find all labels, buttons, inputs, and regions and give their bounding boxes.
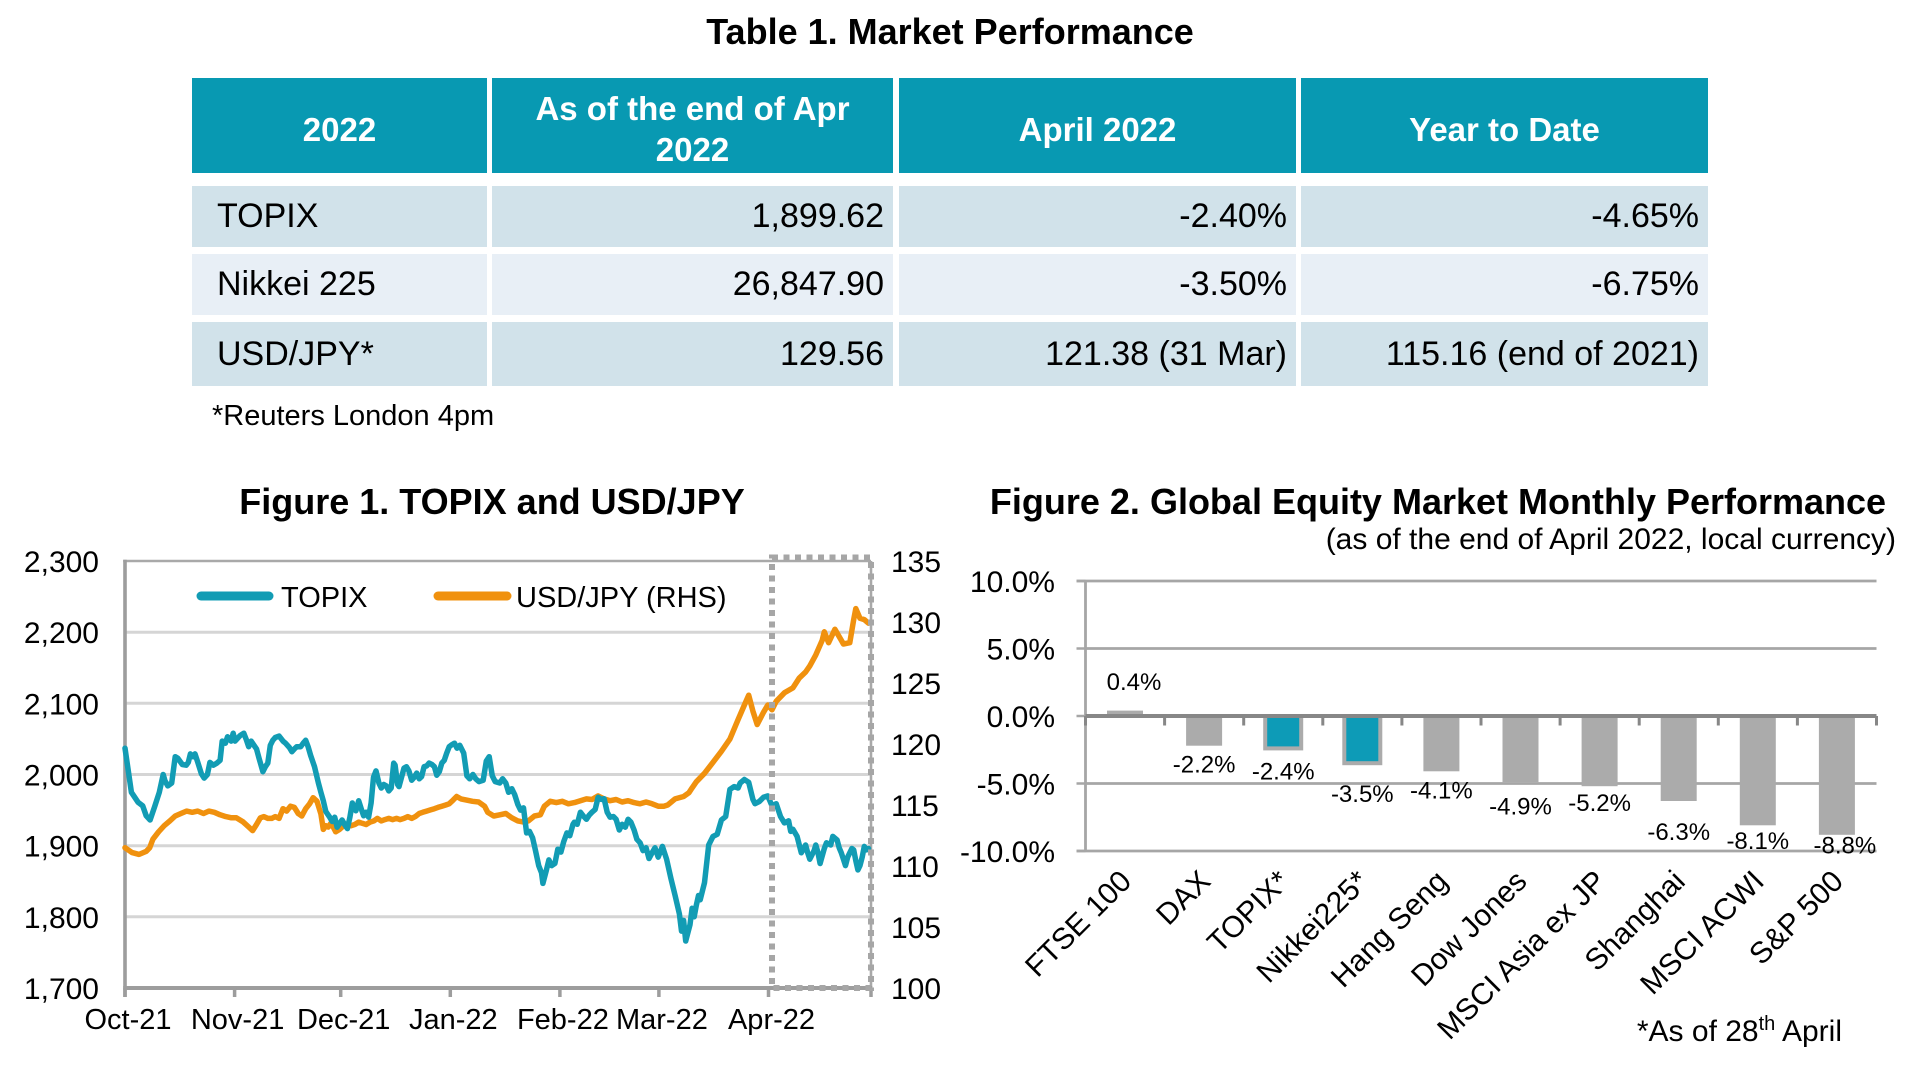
svg-text:1,800: 1,800 <box>24 902 99 935</box>
svg-text:10.0%: 10.0% <box>970 566 1055 599</box>
svg-text:-4.9%: -4.9% <box>1489 793 1552 820</box>
svg-text:0.4%: 0.4% <box>1107 669 1162 696</box>
svg-text:135: 135 <box>891 546 941 579</box>
svg-text:-3.5%: -3.5% <box>1331 781 1394 808</box>
svg-text:DAX: DAX <box>1150 865 1217 932</box>
svg-text:Apr-22: Apr-22 <box>728 1004 815 1036</box>
svg-text:100: 100 <box>891 973 941 1006</box>
svg-text:2,100: 2,100 <box>24 688 99 721</box>
svg-text:FTSE 100: FTSE 100 <box>1019 865 1138 984</box>
svg-text:-5.0%: -5.0% <box>977 769 1055 802</box>
svg-text:2,200: 2,200 <box>24 617 99 650</box>
svg-text:1,900: 1,900 <box>24 831 99 864</box>
svg-text:115: 115 <box>891 790 939 823</box>
svg-text:-6.3%: -6.3% <box>1647 819 1710 846</box>
svg-text:Dec-21: Dec-21 <box>297 1004 391 1036</box>
svg-text:-8.1%: -8.1% <box>1726 828 1789 855</box>
svg-text:110: 110 <box>891 851 939 884</box>
svg-text:Mar-22: Mar-22 <box>616 1004 708 1036</box>
svg-text:-2.2%: -2.2% <box>1173 752 1236 779</box>
svg-text:TOPIX: TOPIX <box>281 582 368 614</box>
svg-text:-8.8%: -8.8% <box>1814 832 1877 859</box>
svg-text:Oct-21: Oct-21 <box>84 1004 171 1036</box>
svg-text:Jan-22: Jan-22 <box>409 1004 498 1036</box>
svg-text:130: 130 <box>891 607 941 640</box>
svg-text:2,300: 2,300 <box>24 546 99 579</box>
svg-text:Feb-22: Feb-22 <box>517 1004 609 1036</box>
svg-text:USD/JPY (RHS): USD/JPY (RHS) <box>516 582 727 614</box>
svg-text:-2.4%: -2.4% <box>1252 758 1315 785</box>
svg-text:-4.1%: -4.1% <box>1410 778 1473 805</box>
svg-text:120: 120 <box>891 729 941 762</box>
svg-text:0.0%: 0.0% <box>987 701 1055 734</box>
svg-text:-10.0%: -10.0% <box>960 836 1055 869</box>
svg-text:105: 105 <box>891 912 941 945</box>
svg-text:5.0%: 5.0% <box>987 634 1055 667</box>
svg-text:2,000: 2,000 <box>24 760 99 793</box>
svg-text:Nov-21: Nov-21 <box>191 1004 285 1036</box>
svg-text:-5.2%: -5.2% <box>1568 790 1631 817</box>
svg-text:1,700: 1,700 <box>24 973 99 1006</box>
svg-text:125: 125 <box>891 668 941 701</box>
